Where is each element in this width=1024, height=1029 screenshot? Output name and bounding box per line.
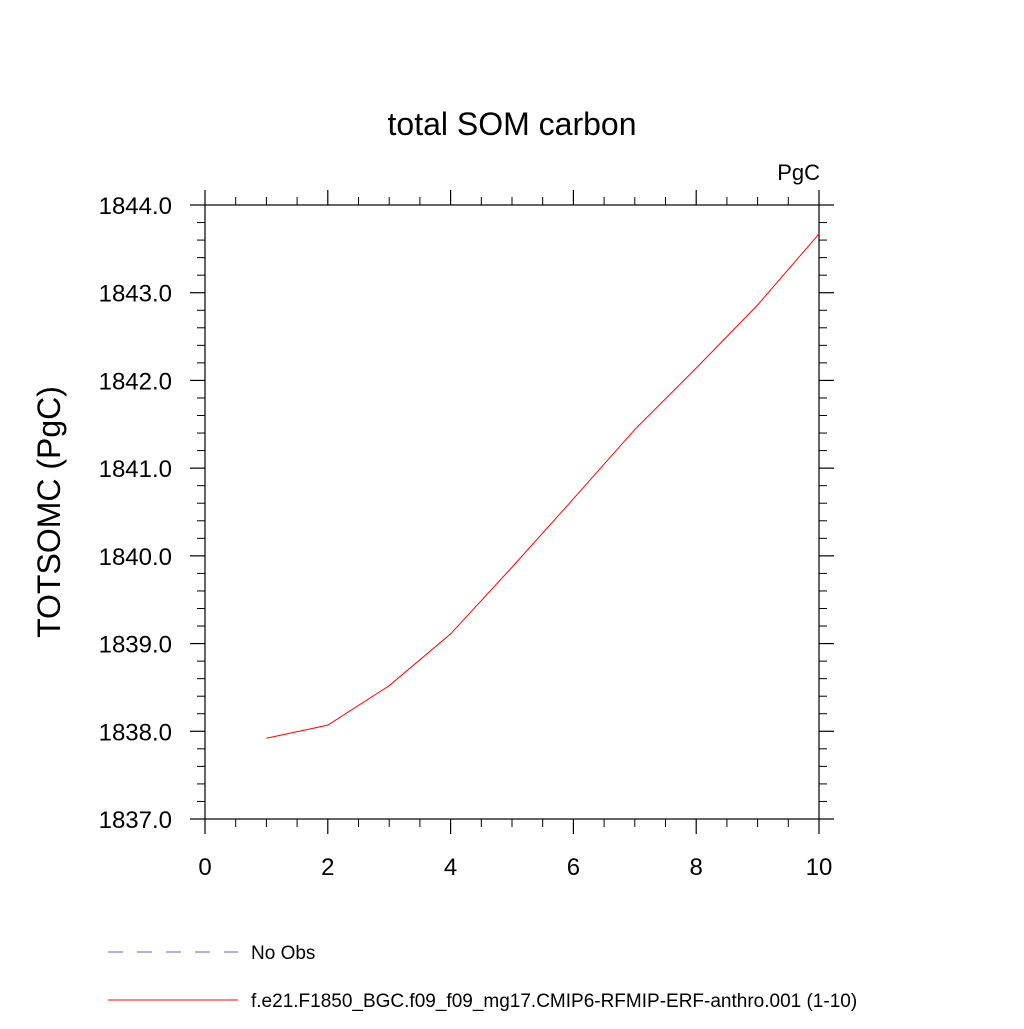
y-tick-label: 1841.0 <box>99 456 172 483</box>
legend: No Obs f.e21.F1850_BGC.f09_f09_mg17.CMIP6… <box>108 943 857 1012</box>
y-tick-label: 1844.0 <box>99 193 172 220</box>
x-tick-label: 6 <box>567 854 580 881</box>
x-tick-label: 2 <box>321 854 334 881</box>
x-tick-label: 0 <box>198 854 211 881</box>
y-tick-label: 1839.0 <box>99 632 172 659</box>
chart-title: total SOM carbon <box>388 106 637 142</box>
y-axis-label: TOTSOMC (PgC) <box>31 386 67 638</box>
y-tick-label: 1837.0 <box>99 807 172 834</box>
y-tick-label: 1840.0 <box>99 544 172 571</box>
x-tick-labels: 0 2 4 6 8 10 <box>198 854 832 881</box>
x-tick-label: 10 <box>806 854 833 881</box>
x-tick-label: 4 <box>444 854 457 881</box>
plot-frame <box>205 205 819 819</box>
series-line <box>266 234 819 738</box>
legend-series-label: f.e21.F1850_BGC.f09_f09_mg17.CMIP6-RFMIP… <box>251 991 857 1012</box>
x-tick-label: 8 <box>690 854 703 881</box>
units-label: PgC <box>777 160 820 185</box>
y-tick-labels: 1837.0 1838.0 1839.0 1840.0 1841.0 1842.0 1843… <box>99 193 172 834</box>
major-ticks <box>190 190 834 834</box>
y-tick-label: 1842.0 <box>99 368 172 395</box>
y-tick-label: 1838.0 <box>99 719 172 746</box>
legend-no-obs-label: No Obs <box>251 943 315 964</box>
y-tick-label: 1843.0 <box>99 281 172 308</box>
series-layer <box>266 234 819 738</box>
